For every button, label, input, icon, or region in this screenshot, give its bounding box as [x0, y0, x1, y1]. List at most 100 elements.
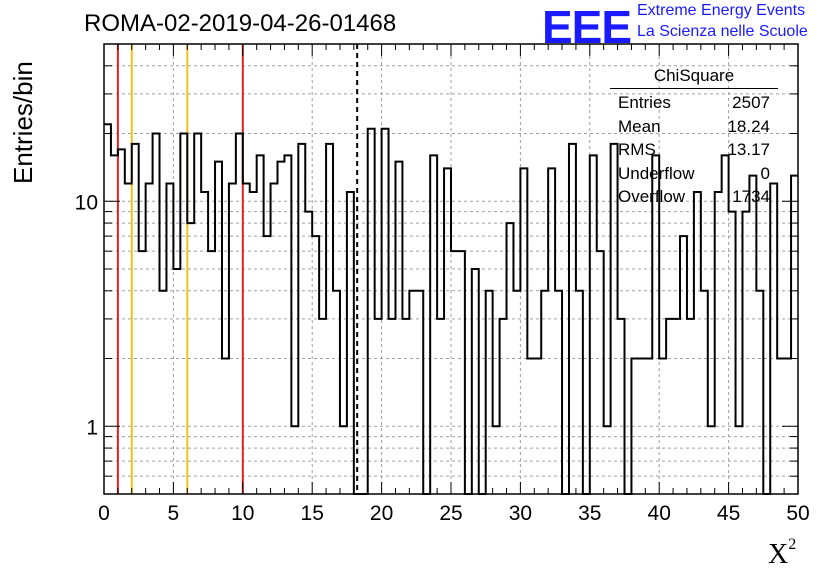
histogram-bin: [125, 183, 132, 494]
histogram-bin: [701, 291, 708, 494]
histogram-bin: [298, 144, 305, 494]
stats-title: ChiSquare: [610, 66, 778, 89]
histogram-bin: [173, 269, 180, 494]
histogram-bin: [368, 129, 375, 494]
x-tick-label: 40: [648, 502, 671, 525]
stats-row-entries: Entries 2507: [618, 93, 770, 112]
histogram-bin: [638, 359, 645, 494]
x-tick-label: 35: [578, 502, 601, 525]
histogram-bin: [500, 319, 507, 494]
histogram-bin: [541, 291, 548, 494]
stats-row-rms: RMS 13.17: [618, 140, 770, 159]
histogram-bin: [180, 134, 187, 494]
histogram-bin: [729, 212, 736, 494]
histogram-bin: [458, 251, 465, 494]
histogram-bin: [166, 183, 173, 494]
histogram-bin: [472, 269, 479, 494]
histogram-bin: [493, 426, 500, 494]
x-tick-label: 25: [439, 502, 462, 525]
x-tick-label: 5: [168, 502, 180, 525]
histogram-bin: [271, 183, 278, 494]
histogram-bin: [770, 183, 777, 494]
stats-row-underflow: Underflow 0: [618, 163, 770, 183]
histogram-bin: [527, 359, 534, 494]
histogram-bin: [132, 144, 139, 494]
histogram-bin: [340, 426, 347, 494]
histogram-bin: [375, 319, 382, 494]
histogram-bin: [146, 183, 153, 494]
histogram-bin: [395, 162, 402, 494]
histogram-bin: [680, 236, 687, 494]
histogram-bin: [715, 192, 722, 494]
histogram-bin: [604, 426, 611, 494]
y-tick-label: 10: [75, 191, 98, 214]
x-tick-label: 20: [370, 502, 393, 525]
y-tick-label: 1: [86, 416, 98, 439]
chart-title: ROMA-02-2019-04-26-01468: [84, 10, 397, 37]
histogram-bin: [278, 162, 285, 494]
histogram-bin: [736, 426, 743, 494]
histogram-bin: [666, 319, 673, 494]
histogram-bin: [250, 192, 257, 494]
histogram-bin: [597, 251, 604, 494]
histogram-bin: [645, 359, 652, 494]
histogram-bin: [409, 291, 416, 494]
x-tick-label: 0: [98, 502, 110, 525]
histogram-bin: [756, 291, 763, 494]
x-axis-label: X2: [768, 536, 797, 570]
histogram-bin: [111, 155, 118, 494]
histogram-bin: [402, 319, 409, 494]
x-tick-label: 50: [786, 502, 809, 525]
histogram-bin: [208, 251, 215, 494]
histogram-bin: [659, 359, 666, 494]
histogram-bin: [312, 236, 319, 494]
histogram-bin: [507, 223, 514, 494]
histogram-bin: [444, 168, 451, 494]
histogram-bin: [257, 155, 264, 494]
x-tick-label: 45: [717, 502, 740, 525]
histogram-bin: [215, 162, 222, 494]
histogram-bin: [618, 319, 625, 494]
histogram-bin: [291, 426, 298, 494]
histogram-bin: [222, 359, 229, 494]
histogram-bin: [708, 426, 715, 494]
histogram-bin: [742, 212, 749, 494]
histogram-bin: [673, 319, 680, 494]
histogram-bin: [382, 129, 389, 494]
histogram-bin: [520, 168, 527, 494]
histogram-bin: [160, 291, 167, 494]
stats-row-mean: Mean 18.24: [618, 116, 770, 136]
histogram-bin: [486, 291, 493, 494]
histogram-bin: [389, 319, 396, 494]
histogram-bin: [513, 291, 520, 494]
histogram-bin: [153, 134, 160, 494]
stats-box: ChiSquare Entries 2507 Mean 18.24 RMS 13…: [610, 66, 778, 209]
histogram-bin: [243, 183, 250, 494]
histogram-outline: [104, 123, 798, 495]
histogram-bin: [139, 251, 146, 494]
histogram-bin: [264, 236, 271, 494]
histogram-bin: [430, 155, 437, 494]
histogram-bin: [347, 192, 354, 494]
logo-subtitle-2: La Scienza nelle Scuole: [637, 23, 808, 40]
histogram-bin: [194, 134, 201, 494]
histogram-bin: [305, 212, 312, 494]
histogram-bin: [534, 359, 541, 494]
histogram-bin: [451, 251, 458, 494]
histogram-bin: [201, 192, 208, 494]
histogram-bin: [631, 359, 638, 494]
histogram-bin: [749, 176, 756, 494]
histogram-bin: [590, 155, 597, 494]
histogram-bin: [555, 291, 562, 494]
y-axis-label: Entries/bin: [8, 61, 38, 184]
x-tick-label: 15: [301, 502, 324, 525]
histogram-bin: [319, 319, 326, 494]
histogram-bin: [104, 124, 111, 494]
histogram-bin: [548, 168, 555, 494]
histogram-bin: [333, 291, 340, 494]
histogram-bin: [694, 192, 701, 494]
histogram-bin: [187, 223, 194, 494]
histogram-bin: [576, 291, 583, 494]
histogram-bin: [284, 155, 291, 494]
